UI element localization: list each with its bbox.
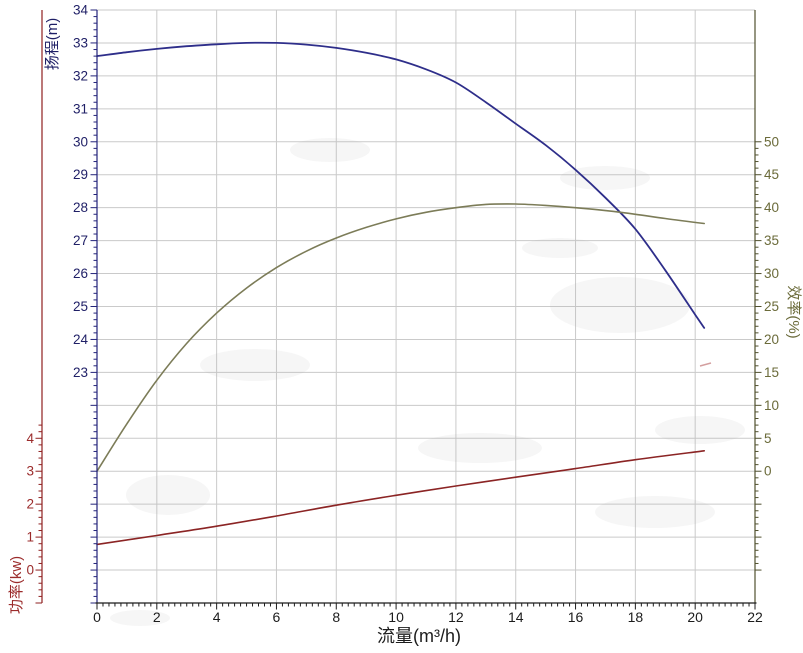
- smudge: [200, 349, 310, 381]
- x-tick-label: 0: [93, 609, 101, 625]
- x-axis-title: 流量(m³/h): [377, 626, 461, 646]
- head-axis-title: 扬程(m): [44, 18, 61, 71]
- power-tick-label: 0: [26, 563, 34, 578]
- x-tick-label: 18: [628, 609, 644, 625]
- head-tick-label: 32: [73, 68, 88, 83]
- axes-layer: 3433323130292827262524234321050454035302…: [26, 3, 779, 626]
- x-tick-label: 10: [388, 609, 404, 625]
- power-tick-label: 3: [26, 464, 34, 479]
- smudge: [655, 416, 745, 444]
- head-tick-label: 24: [73, 332, 89, 347]
- x-tick-label: 8: [332, 609, 340, 625]
- power-tick-label: 4: [26, 431, 34, 446]
- x-tick-label: 6: [273, 609, 281, 625]
- head-tick-label: 26: [73, 266, 88, 281]
- efficiency-tick-label: 35: [764, 233, 779, 248]
- x-tick-label: 14: [508, 609, 524, 625]
- efficiency-tick-label: 0: [764, 464, 772, 479]
- efficiency-tick-label: 50: [764, 134, 779, 149]
- head-tick-label: 27: [73, 233, 88, 248]
- efficiency-curve: [96, 203, 705, 472]
- smudge: [290, 138, 370, 162]
- efficiency-tick-label: 45: [764, 167, 779, 182]
- x-tick-label: 2: [153, 609, 161, 625]
- head-tick-label: 23: [73, 365, 88, 380]
- efficiency-tick-label: 30: [764, 266, 779, 281]
- x-tick-label: 22: [747, 609, 763, 625]
- smudge: [560, 166, 650, 190]
- efficiency-tick-label: 40: [764, 200, 779, 215]
- head-tick-label: 33: [73, 35, 88, 50]
- efficiency-axis-title: 效率(%): [785, 285, 802, 338]
- head-tick-label: 30: [73, 134, 88, 149]
- curves-layer: [96, 41, 706, 546]
- power-curve: [96, 450, 705, 546]
- smudge: [110, 610, 170, 626]
- efficiency-tick-label: 10: [764, 398, 779, 413]
- smudge: [126, 475, 210, 515]
- head-tick-label: 31: [73, 101, 88, 116]
- x-tick-label: 20: [687, 609, 703, 625]
- grid-layer: [97, 9, 755, 603]
- power-tick-label: 1: [26, 530, 34, 545]
- power-tick-label: 2: [26, 497, 34, 512]
- efficiency-tick-label: 20: [764, 332, 779, 347]
- red-pen-mark: [699, 362, 712, 367]
- efficiency-tick-label: 25: [764, 299, 779, 314]
- scan-artifacts: [110, 138, 745, 626]
- power-axis-title: 功率(kw): [8, 556, 25, 614]
- smudge: [418, 433, 542, 463]
- smudge: [595, 496, 715, 528]
- head-tick-label: 25: [73, 299, 88, 314]
- head-tick-label: 29: [73, 167, 88, 182]
- smudge: [550, 277, 690, 333]
- head-tick-label: 28: [73, 200, 88, 215]
- x-tick-label: 4: [213, 609, 221, 625]
- smudge: [522, 238, 598, 258]
- efficiency-tick-label: 5: [764, 431, 772, 446]
- head-tick-label: 34: [73, 3, 89, 18]
- x-tick-label: 12: [448, 609, 464, 625]
- efficiency-tick-label: 15: [764, 365, 779, 380]
- x-tick-label: 16: [568, 609, 584, 625]
